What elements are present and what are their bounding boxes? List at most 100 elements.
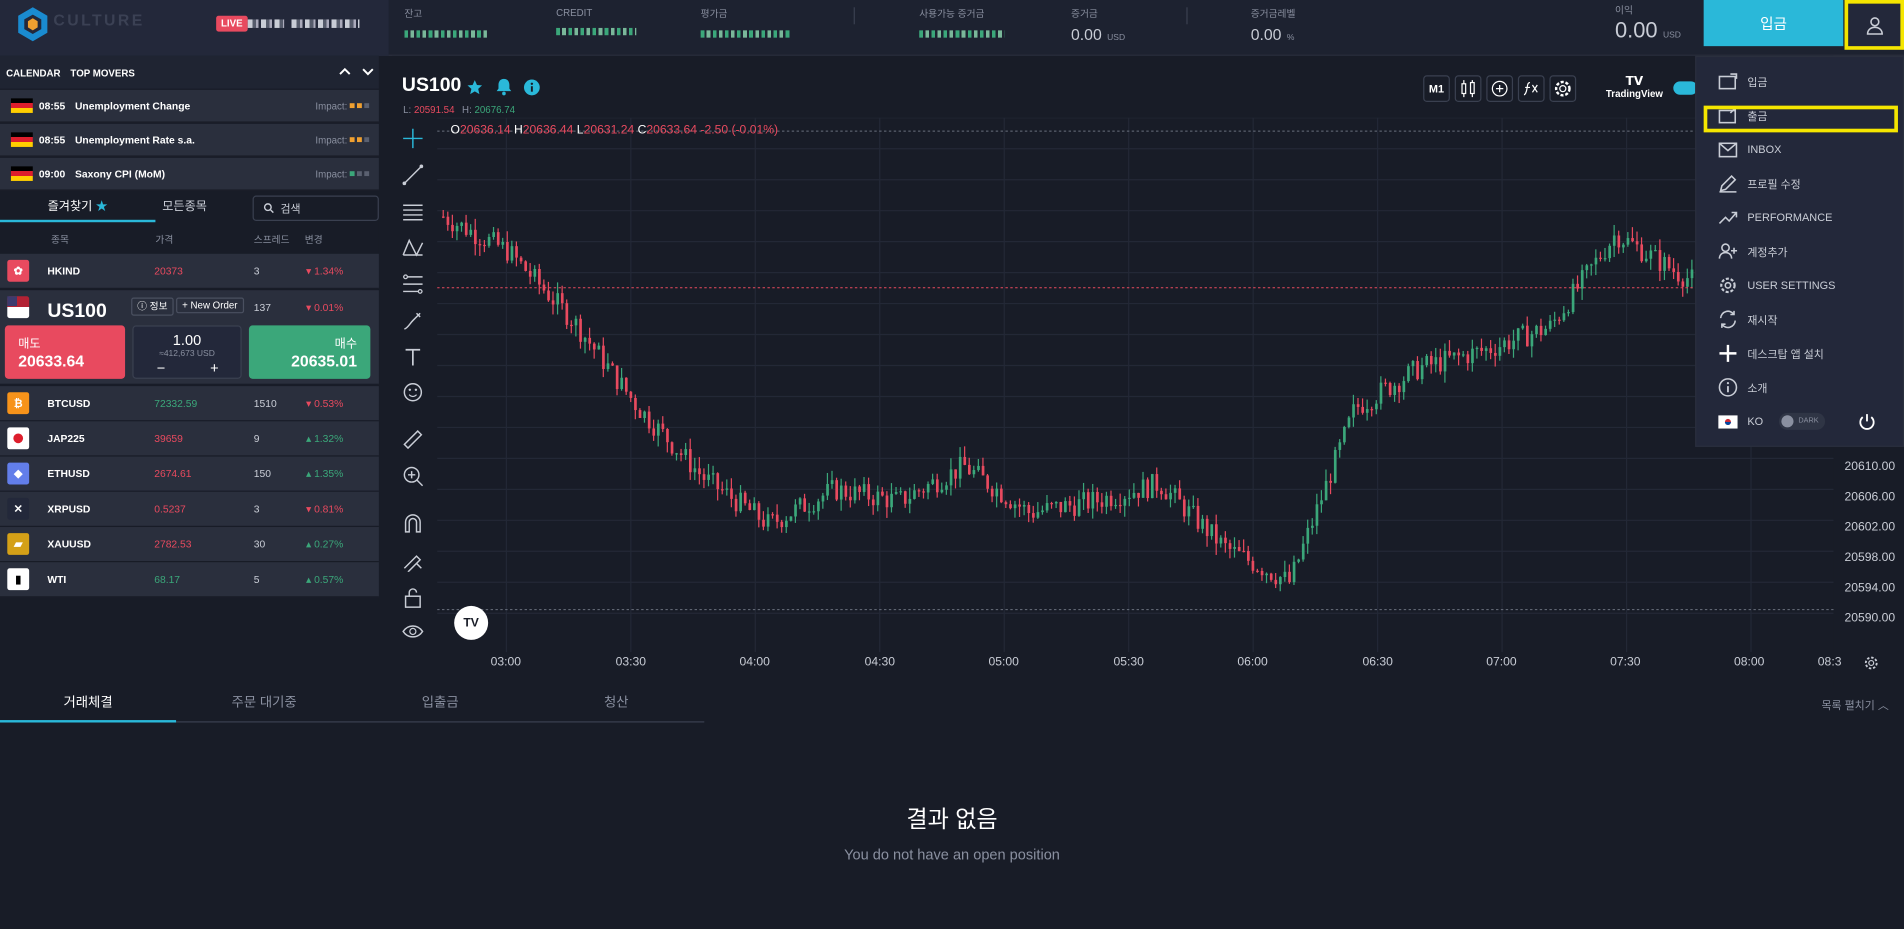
interval-button[interactable]: M1 <box>1423 75 1450 103</box>
tab-calendar[interactable]: CALENDAR <box>6 68 61 79</box>
candle <box>1356 404 1360 407</box>
calendar-event[interactable]: 09:00 Saxony CPI (MoM) Impact: <box>0 157 379 191</box>
tab-favorites[interactable]: 즐겨찾기 ★ <box>0 196 156 223</box>
candle <box>501 241 505 245</box>
tab-pending-orders[interactable]: 주문 대기중 <box>231 695 297 711</box>
zoom-in-icon[interactable] <box>401 464 425 488</box>
candle <box>1128 497 1131 500</box>
tab-transfers[interactable]: 입출금 <box>421 695 459 711</box>
search-placeholder: 검색 <box>280 202 301 215</box>
watchlist-row[interactable]: ✕ XRPUSD 0.5237 3 ▾ 0.81% <box>0 491 379 528</box>
text-icon[interactable] <box>401 345 425 369</box>
horizontal-lines-icon[interactable] <box>401 199 425 223</box>
emoji-icon[interactable] <box>401 380 425 404</box>
deposit-button[interactable]: 입금 <box>1703 0 1844 47</box>
tab-all-symbols[interactable]: 모든종목 <box>162 200 207 214</box>
menu-label: INBOX <box>1747 143 1782 156</box>
candle <box>547 290 550 301</box>
tab-trades[interactable]: 거래체결 <box>0 689 177 723</box>
menu-item-withdraw[interactable]: 출금 <box>1696 98 1904 132</box>
info-button[interactable]: ⓘ 정보 <box>131 297 174 316</box>
sell-button[interactable]: 매도 20633.64 <box>4 325 126 379</box>
candle <box>830 480 834 484</box>
calendar-event[interactable]: 08:55 Unemployment Change Impact: <box>0 89 379 123</box>
chevron-up-icon[interactable] <box>339 67 351 77</box>
info-icon[interactable] <box>523 79 540 96</box>
row-spread: 1510 <box>253 397 277 410</box>
candle <box>670 442 674 454</box>
watchlist-row[interactable]: ▮ WTI 68.17 5 ▴ 0.57% <box>0 562 379 598</box>
chart-settings-button[interactable] <box>1549 75 1577 103</box>
brush-icon[interactable] <box>401 308 425 332</box>
indicators-button[interactable] <box>1517 75 1545 103</box>
search-icon <box>263 203 274 214</box>
watchlist-row[interactable]: ✿ HKIND 20373 3 ▾ 1.34% <box>0 253 379 290</box>
quantity-stepper[interactable]: 1.00 ≈412,673 USD − + <box>132 325 242 379</box>
tradingview-badge-icon[interactable]: TV <box>454 605 489 640</box>
fib-icon[interactable] <box>401 272 425 296</box>
col-symbol: 종목 <box>51 234 69 246</box>
compare-button[interactable] <box>1486 75 1514 103</box>
price-chart[interactable] <box>437 117 1834 679</box>
watchlist-row[interactable]: ▰ XAUUSD 2782.53 30 ▴ 0.27% <box>0 527 379 563</box>
new-order-button[interactable]: + New Order <box>176 297 244 314</box>
eye-icon[interactable] <box>401 619 425 643</box>
metric-label: 증거금 <box>1071 8 1098 20</box>
candle <box>1397 385 1401 393</box>
ruler-icon[interactable] <box>401 427 425 451</box>
menu-item-install-desktop[interactable]: 데스크탑 앱 설치 <box>1696 336 1904 370</box>
candle <box>743 492 747 504</box>
power-icon[interactable] <box>1858 413 1876 431</box>
user-menu-button[interactable] <box>1844 0 1904 50</box>
candle <box>1375 403 1378 410</box>
candle <box>560 293 564 304</box>
star-icon[interactable] <box>466 79 483 96</box>
pattern-icon[interactable] <box>401 236 425 260</box>
menu-item-performance[interactable]: PERFORMANCE <box>1696 200 1904 234</box>
calendar-event[interactable]: 08:55 Unemployment Rate s.a. Impact: <box>0 123 379 157</box>
expand-list-button[interactable]: 목록 펼치기 ︿ <box>1821 697 1888 713</box>
tab-top-movers[interactable]: TOP MOVERS <box>70 68 135 79</box>
trend-line-icon[interactable] <box>401 163 425 187</box>
candle <box>789 516 793 521</box>
bell-icon[interactable] <box>495 78 512 96</box>
decrement-button[interactable]: − <box>156 359 166 377</box>
menu-item-about[interactable]: 소개 <box>1696 370 1904 404</box>
watchlist-row[interactable]: JAP225 39659 9 ▴ 1.32% <box>0 421 379 457</box>
row-change: ▴ 0.57% <box>306 572 344 585</box>
chevron-down-icon[interactable] <box>362 67 374 77</box>
magnet-icon[interactable] <box>401 511 425 535</box>
menu-item-user-settings[interactable]: USER SETTINGS <box>1696 268 1904 302</box>
menu-item-edit-profile[interactable]: 프로필 수정 <box>1696 166 1904 200</box>
candle <box>679 453 683 456</box>
watchlist-row[interactable]: ◆ ETHUSD 2674.61 150 ▴ 1.35% <box>0 456 379 492</box>
candle <box>661 423 665 429</box>
candle <box>1516 328 1520 341</box>
candle <box>1580 270 1584 289</box>
candle <box>620 377 624 390</box>
menu-item-add-account[interactable]: 계정추가 <box>1696 234 1904 268</box>
search-input[interactable]: 검색 <box>252 195 379 222</box>
menu-item-deposit[interactable]: 입금 <box>1696 64 1904 98</box>
crosshair-icon[interactable] <box>401 126 425 150</box>
xrp-icon: ✕ <box>7 497 30 520</box>
candle-type-button[interactable] <box>1454 75 1482 103</box>
theme-toggle[interactable]: DARK <box>1778 412 1826 430</box>
menu-item-inbox[interactable]: INBOX <box>1696 132 1904 166</box>
korea-flag-icon[interactable] <box>1718 414 1738 429</box>
axis-settings-icon[interactable] <box>1864 656 1879 671</box>
candle <box>917 490 921 492</box>
watchlist-row[interactable]: ₿ BTCUSD 72332.59 1510 ▾ 0.53% <box>0 386 379 422</box>
increment-button[interactable]: + <box>210 359 219 377</box>
tab-liquidation[interactable]: 청산 <box>603 695 629 711</box>
candle <box>1315 504 1319 526</box>
menu-item-restart[interactable]: 재시작 <box>1696 302 1904 336</box>
lock-icon[interactable] <box>401 585 425 609</box>
lock-drawing-icon[interactable] <box>401 548 425 572</box>
language-label[interactable]: KO <box>1747 415 1764 428</box>
chart-toggle[interactable] <box>1673 81 1698 95</box>
candle <box>817 501 820 512</box>
candle <box>1210 524 1214 537</box>
candle <box>1224 537 1227 544</box>
buy-button[interactable]: 매수 20635.01 <box>248 325 371 379</box>
